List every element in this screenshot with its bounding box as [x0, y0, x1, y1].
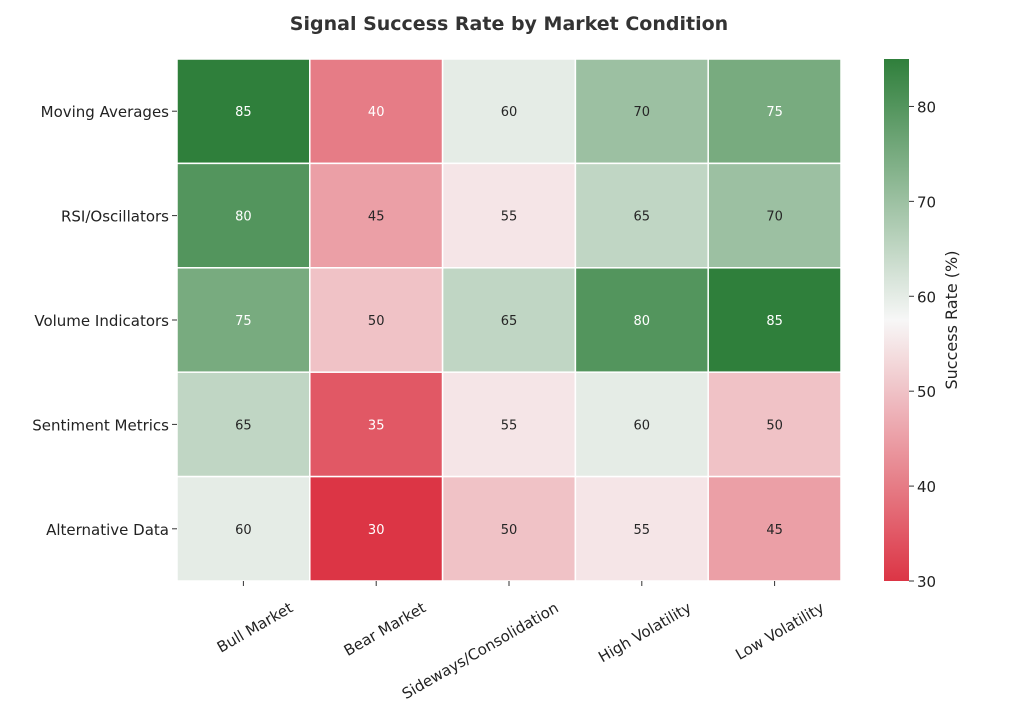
cell-value-label: 70 — [634, 105, 651, 120]
colorbar-tick-label: 70 — [917, 193, 936, 211]
cell-value-label: 75 — [766, 105, 783, 120]
colorbar-label: Success Rate (%) — [942, 251, 961, 390]
cell-value-label: 60 — [634, 418, 651, 433]
cell-value-label: 55 — [634, 523, 651, 538]
row-label: RSI/Oscillators — [61, 208, 169, 226]
cell-value-label: 80 — [235, 210, 252, 225]
heatmap-cell — [176, 475, 311, 582]
row-label: Sentiment Metrics — [32, 416, 169, 434]
cell-value-label: 65 — [501, 314, 518, 329]
column-labels: Bull Market Bear MarketSideways/Consolida… — [214, 581, 827, 703]
cell-value-label: 45 — [368, 210, 385, 225]
colorbar-tick-label: 80 — [917, 98, 936, 116]
cell-value-label: 55 — [501, 210, 518, 225]
heatmap-cell — [309, 58, 444, 165]
cell-value-label: 55 — [501, 418, 518, 433]
colorbar-tick-label: 60 — [917, 288, 936, 306]
cell-value-label: 50 — [368, 314, 385, 329]
heatmap-cell — [441, 162, 577, 269]
cell-value-label: 50 — [501, 523, 518, 538]
cell-value-label: 60 — [501, 105, 518, 120]
cell-value-label: 45 — [766, 523, 783, 538]
heatmap-cell — [707, 371, 842, 478]
heatmap-cell — [309, 371, 444, 478]
heatmap-cells: 85 40 60 70 75 80 45 55 65 70 75 50 65 80 85 65 35 55 60 50… — [176, 58, 842, 582]
chart-title: Signal Success Rate by Market Condition — [290, 13, 728, 35]
heatmap-cell — [574, 58, 709, 165]
heatmap-cell — [574, 267, 709, 373]
heatmap-cell — [176, 162, 311, 269]
colorbar-tick-label: 30 — [917, 573, 936, 591]
colorbar-tick-label: 40 — [917, 478, 936, 496]
heatmap-cell — [707, 58, 842, 165]
cell-value-label: 85 — [235, 105, 252, 120]
colorbar-gradient — [884, 59, 909, 581]
colorbar: 30 40 50 60 70 80 Success Rate (%) — [884, 59, 961, 591]
cell-value-label: 80 — [634, 314, 651, 329]
heatmap-cell — [176, 58, 311, 165]
cell-value-label: 50 — [766, 418, 783, 433]
heatmap-cell — [707, 162, 842, 269]
cell-value-label: 30 — [368, 523, 385, 538]
column-label: Bull Market — [214, 599, 296, 657]
cell-value-label: 65 — [235, 418, 252, 433]
cell-value-label: 35 — [368, 418, 385, 433]
heatmap-cell — [441, 267, 577, 373]
heatmap-cell — [707, 475, 842, 582]
column-label: Low Volatility — [732, 599, 827, 664]
cell-value-label: 85 — [766, 314, 783, 329]
cell-value-label: 70 — [766, 210, 783, 225]
cell-value-label: 60 — [235, 523, 252, 538]
heatmap-cell — [574, 371, 709, 478]
row-label: Volume Indicators — [34, 312, 169, 330]
heatmap-cell — [309, 475, 444, 582]
heatmap-cell — [707, 267, 842, 373]
row-labels: Moving Averages RSI/Oscillators Volume Ind… — [32, 103, 177, 539]
heatmap-cell — [441, 371, 577, 478]
cell-value-label: 40 — [368, 105, 385, 120]
row-label: Alternative Data — [46, 521, 169, 539]
column-label: High Volatility — [595, 599, 694, 667]
heatmap-cell — [309, 267, 444, 373]
row-label: Moving Averages — [41, 103, 170, 121]
colorbar-ticks: 30 40 50 60 70 80 — [909, 98, 936, 591]
heatmap-cell — [441, 475, 577, 582]
colorbar-tick-label: 50 — [917, 383, 936, 401]
heatmap-cell — [441, 58, 577, 165]
cell-value-label: 75 — [235, 314, 252, 329]
cell-value-label: 65 — [634, 210, 651, 225]
column-label: Bear Market — [341, 599, 429, 660]
